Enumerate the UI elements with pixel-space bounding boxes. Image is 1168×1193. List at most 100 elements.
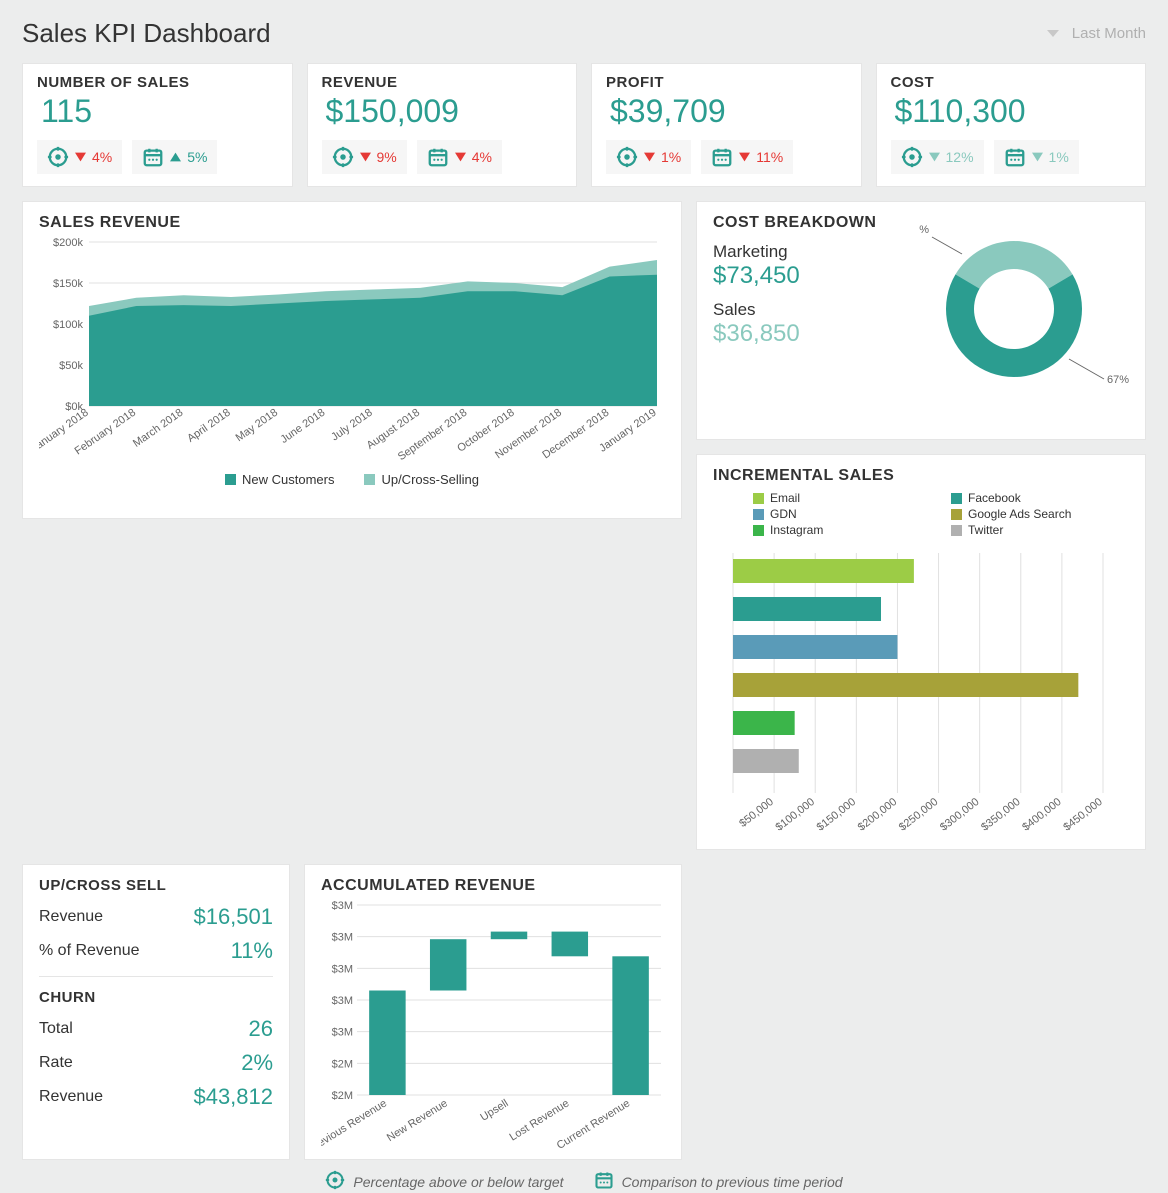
sales-revenue-title: SALES REVENUE xyxy=(39,214,665,232)
calendar-icon xyxy=(594,1170,614,1193)
arrow-icon xyxy=(455,152,466,162)
svg-text:March 2018: March 2018 xyxy=(131,407,185,450)
svg-text:$150,000: $150,000 xyxy=(815,796,859,834)
target-icon xyxy=(332,146,354,168)
arrow-icon xyxy=(1032,152,1043,162)
kpi-target-stat: 1% xyxy=(606,140,691,174)
svg-text:$3M: $3M xyxy=(332,963,353,975)
kpi-period-stat: 5% xyxy=(132,140,217,174)
cost-breakdown-title: COST BREAKDOWN xyxy=(713,214,919,232)
kpi-value: 115 xyxy=(41,93,278,130)
svg-text:$200k: $200k xyxy=(53,238,83,249)
svg-text:June 2018: June 2018 xyxy=(278,407,327,446)
divider xyxy=(39,976,273,977)
kpi-target-pct: 1% xyxy=(661,149,681,165)
svg-text:$2M: $2M xyxy=(332,1058,353,1070)
kpi-card: NUMBER OF SALES 115 4% 5% xyxy=(22,63,293,187)
cost-sales-value: $36,850 xyxy=(713,320,919,348)
kpi-target-stat: 9% xyxy=(322,140,407,174)
svg-text:$200,000: $200,000 xyxy=(856,796,900,834)
kpi-period-stat: 11% xyxy=(701,140,793,174)
svg-text:$50,000: $50,000 xyxy=(737,796,776,830)
legend-item: Up/Cross-Selling xyxy=(364,472,479,487)
metric-value: 26 xyxy=(249,1016,273,1042)
legend-item: New Customers xyxy=(225,472,334,487)
incremental-sales-card: INCREMENTAL SALES Email Facebook GDN Google… xyxy=(696,454,1146,850)
sales-revenue-legend: New Customers Up/Cross-Selling xyxy=(39,472,665,487)
svg-text:$450,000: $450,000 xyxy=(1061,796,1105,834)
period-selector[interactable]: Last Month xyxy=(1046,25,1146,42)
upcross-churn-card: UP/CROSS SELL Revenue$16,501% of Revenue… xyxy=(22,864,290,1160)
footer-period-text: Comparison to previous time period xyxy=(622,1174,843,1190)
svg-text:$350,000: $350,000 xyxy=(979,796,1023,834)
chevron-down-icon xyxy=(1046,29,1060,39)
metric-label: Rate xyxy=(39,1054,73,1072)
svg-text:$3M: $3M xyxy=(332,995,353,1007)
cost-marketing-value: $73,450 xyxy=(713,262,919,290)
metric-row: Revenue$16,501 xyxy=(39,904,273,930)
arrow-icon xyxy=(75,152,86,162)
calendar-icon xyxy=(427,146,449,168)
kpi-period-stat: 1% xyxy=(994,140,1079,174)
target-icon xyxy=(901,146,923,168)
svg-text:$250,000: $250,000 xyxy=(897,796,941,834)
svg-text:$100,000: $100,000 xyxy=(774,796,818,834)
svg-text:33%: 33% xyxy=(919,224,929,236)
svg-text:$50k: $50k xyxy=(59,360,83,372)
kpi-label: REVENUE xyxy=(322,74,563,91)
legend-item: Google Ads Search xyxy=(951,507,1129,521)
target-icon xyxy=(47,146,69,168)
sales-revenue-card: SALES REVENUE $0k$50k$100k$150k$200kJanu… xyxy=(22,201,682,519)
svg-text:$150k: $150k xyxy=(53,278,83,290)
metric-label: Total xyxy=(39,1020,73,1038)
legend-item: GDN xyxy=(753,507,931,521)
legend-item: Instagram xyxy=(753,523,931,537)
metric-row: Total 26 xyxy=(39,1016,273,1042)
metric-label: Revenue xyxy=(39,1088,103,1106)
kpi-card: COST $110,300 12% 1% xyxy=(876,63,1147,187)
accumulated-revenue-card: ACCUMULATED REVENUE $2M$2M$3M$3M$3M$3M$3… xyxy=(304,864,682,1160)
metric-label: Revenue xyxy=(39,908,103,926)
svg-text:$300,000: $300,000 xyxy=(938,796,982,834)
legend-item: Twitter xyxy=(951,523,1129,537)
kpi-card: PROFIT $39,709 1% 11% xyxy=(591,63,862,187)
calendar-icon xyxy=(142,146,164,168)
calendar-icon xyxy=(1004,146,1026,168)
arrow-icon xyxy=(170,152,181,162)
svg-text:$3M: $3M xyxy=(332,932,353,944)
footer-target-text: Percentage above or below target xyxy=(353,1174,563,1190)
svg-text:May 2018: May 2018 xyxy=(234,407,280,445)
svg-text:Upsell: Upsell xyxy=(478,1097,510,1123)
cost-marketing-label: Marketing xyxy=(713,242,919,262)
metric-row: Revenue $43,812 xyxy=(39,1084,273,1110)
arrow-icon xyxy=(929,152,940,162)
arrow-icon xyxy=(644,152,655,162)
svg-text:July 2018: July 2018 xyxy=(329,407,374,444)
arrow-icon xyxy=(739,152,750,162)
kpi-value: $110,300 xyxy=(895,93,1132,130)
period-label: Last Month xyxy=(1072,25,1146,42)
kpi-target-pct: 12% xyxy=(946,149,974,165)
accumulated-revenue-chart: $2M$2M$3M$3M$3M$3M$3MPrevious RevenueNew… xyxy=(321,901,667,1151)
kpi-period-stat: 4% xyxy=(417,140,502,174)
kpi-value: $150,009 xyxy=(326,93,563,130)
kpi-label: COST xyxy=(891,74,1132,91)
incremental-sales-title: INCREMENTAL SALES xyxy=(713,467,1129,485)
svg-text:$400,000: $400,000 xyxy=(1020,796,1064,834)
kpi-target-stat: 4% xyxy=(37,140,122,174)
footer-legend: Percentage above or below target Compari… xyxy=(22,1170,1146,1193)
metric-value: $43,812 xyxy=(193,1084,273,1110)
page-title: Sales KPI Dashboard xyxy=(22,18,271,49)
kpi-period-pct: 5% xyxy=(187,149,207,165)
kpi-period-pct: 1% xyxy=(1049,149,1069,165)
metric-value: 2% xyxy=(241,1050,273,1076)
incremental-sales-chart: $50,000$100,000$150,000$200,000$250,000$… xyxy=(713,545,1113,855)
kpi-label: PROFIT xyxy=(606,74,847,91)
svg-text:$3M: $3M xyxy=(332,1027,353,1039)
kpi-label: NUMBER OF SALES xyxy=(37,74,278,91)
legend-item: Facebook xyxy=(951,491,1129,505)
churn-title: CHURN xyxy=(39,989,273,1006)
metric-row: % of Revenue11% xyxy=(39,938,273,964)
target-icon xyxy=(325,1170,345,1193)
legend-item: Email xyxy=(753,491,931,505)
